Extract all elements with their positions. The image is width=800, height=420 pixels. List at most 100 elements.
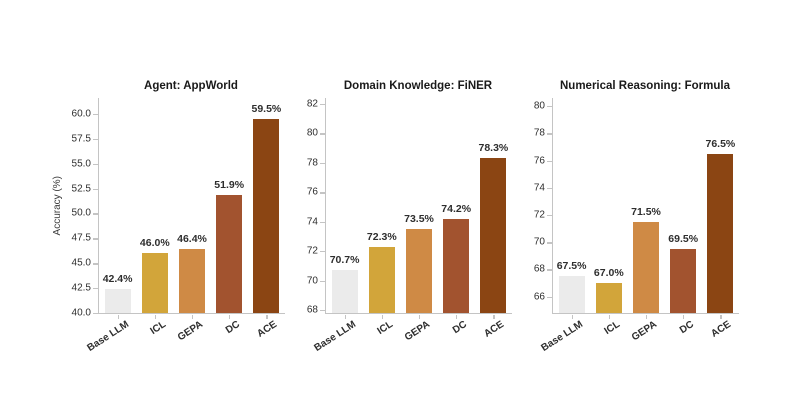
bar-value-label: 71.5%	[631, 205, 661, 218]
chart-title: Domain Knowledge: FiNER	[343, 80, 493, 92]
y-tick-label: 78	[533, 127, 545, 139]
y-tick-label: 70	[533, 236, 545, 248]
x-tick-label: Base LLM	[311, 319, 358, 354]
x-tick-label: ACE	[709, 319, 734, 340]
chart-title: Agent: AppWorld	[144, 80, 238, 92]
chart-panel: Numerical Reasoning: Formula 66 68 70 72 74 76…	[512, 78, 739, 354]
x-tick-label: DC	[451, 319, 470, 337]
y-tick-mark	[547, 296, 552, 298]
bar-gepa	[179, 249, 205, 313]
bar-ace	[707, 153, 734, 313]
y-tick-mark	[93, 288, 98, 290]
x-tick-mark	[154, 314, 157, 319]
y-tick-mark	[547, 106, 552, 108]
bar-value-label: 70.7%	[329, 254, 360, 267]
x-tick-label: ICL	[602, 319, 622, 337]
bar-value-label: 67.5%	[556, 260, 587, 273]
y-tick-mark	[320, 280, 325, 282]
y-tick-mark	[547, 269, 552, 271]
y-tick-label: 68	[306, 304, 318, 316]
x-tick-mark	[419, 314, 421, 319]
x-tick-label: DC	[224, 319, 243, 337]
bar-base-llm	[558, 276, 585, 313]
y-tick-label: 76	[533, 155, 545, 167]
plot-area: 42.4% Base LLM 46.0% ICL 46.4% GEPA 51.9% DC 59.…	[85, 98, 285, 354]
y-axis-label: Accuracy (%)	[51, 175, 63, 236]
chart-body: Accuracy (%) 40.0 42.5 45.0 47.5 50.0 52.5 55.0…	[50, 98, 285, 354]
chart-body: 66 68 70 72 74 76 78 80 67.5% Base LLM 67.0% ICL 71.…	[512, 98, 739, 354]
bar-ace	[480, 158, 507, 313]
x-tick-mark	[683, 314, 685, 319]
y-tick-label: 70	[306, 275, 318, 287]
x-tick-label: GEPA	[402, 319, 432, 344]
bar-value-label: 42.4%	[102, 273, 133, 286]
x-tick-mark	[229, 314, 231, 319]
y-tick-label: 82	[306, 98, 318, 110]
charts-row: Agent: AppWorld Accuracy (%) 40.0 42.5 45.0 4…	[50, 78, 739, 354]
x-tick-mark	[266, 314, 268, 319]
bar-icl	[595, 283, 622, 313]
chart-body: 68 70 72 74 76 78 80 82 70.7% Base LLM 72.3% ICL 73.…	[285, 98, 512, 354]
y-tick-mark	[93, 113, 98, 116]
bar-value-label: 76.5%	[705, 137, 736, 150]
x-tick-mark	[456, 314, 458, 319]
y-tick-mark	[547, 133, 552, 135]
y-tick-mark	[93, 213, 98, 215]
x-tick-mark	[646, 314, 648, 319]
bar-dc	[670, 249, 697, 313]
y-tick-label: 57.5	[71, 133, 91, 145]
bar-dc	[216, 194, 243, 313]
y-tick-mark	[547, 242, 552, 244]
x-tick-label: GEPA	[175, 319, 205, 344]
y-tick-mark	[93, 188, 98, 190]
y-tick-label: 72	[533, 209, 545, 221]
bar-value-label: 74.2%	[441, 202, 472, 215]
y-tick-label: 74	[533, 182, 545, 194]
y-tick-label: 52.5	[71, 183, 91, 195]
y-tick-label: 40.0	[71, 307, 91, 319]
y-tick-mark	[93, 313, 98, 315]
y-tick-mark	[547, 187, 552, 190]
x-tick-label: Base LLM	[538, 319, 585, 354]
y-tick-mark	[320, 221, 325, 223]
y-tick-mark	[320, 192, 325, 194]
bar-gepa	[406, 229, 432, 313]
bar-value-label: 46.4%	[177, 233, 207, 246]
y-tick-mark	[93, 138, 98, 141]
x-tick-mark	[117, 314, 119, 319]
x-tick-label: ACE	[255, 319, 280, 340]
bar-dc	[443, 218, 470, 313]
y-tick-label: 42.5	[71, 282, 91, 294]
y-tick-label: 72	[306, 245, 318, 257]
bar-value-label: 73.5%	[404, 213, 434, 226]
bar-base-llm	[104, 289, 131, 313]
y-tick-label: 55.0	[71, 158, 91, 170]
x-tick-label: ACE	[482, 319, 507, 340]
chart-panel: Domain Knowledge: FiNER 68 70 72 74 76 78 80 82 7…	[285, 78, 512, 354]
bar-value-label: 72.3%	[366, 230, 397, 243]
bar-value-label: 46.0%	[139, 237, 170, 250]
x-tick-label: Base LLM	[84, 319, 131, 354]
y-tick-label: 76	[306, 186, 318, 198]
bar-value-label: 78.3%	[478, 142, 509, 155]
y-tick-label: 68	[533, 263, 545, 275]
y-tick-label: 74	[306, 216, 318, 228]
y-tick-label: 50.0	[71, 207, 91, 219]
bar-icl	[141, 253, 168, 313]
x-tick-label: DC	[678, 319, 697, 337]
bar-ace	[253, 118, 280, 313]
y-tick-mark	[320, 251, 325, 253]
x-tick-label: GEPA	[629, 319, 659, 344]
x-tick-mark	[608, 314, 611, 319]
y-tick-label: 47.5	[71, 232, 91, 244]
y-tick-mark	[320, 310, 325, 312]
bar-value-label: 67.0%	[593, 267, 624, 280]
y-tick-mark	[547, 215, 552, 217]
y-tick-label: 80	[306, 127, 318, 139]
y-tick-label: 45.0	[71, 257, 91, 269]
chart-title: Numerical Reasoning: Formula	[560, 80, 730, 92]
bar-gepa	[633, 221, 659, 313]
chart-panel: Agent: AppWorld Accuracy (%) 40.0 42.5 45.0 4…	[50, 78, 285, 354]
y-tick-label: 80	[533, 100, 545, 112]
